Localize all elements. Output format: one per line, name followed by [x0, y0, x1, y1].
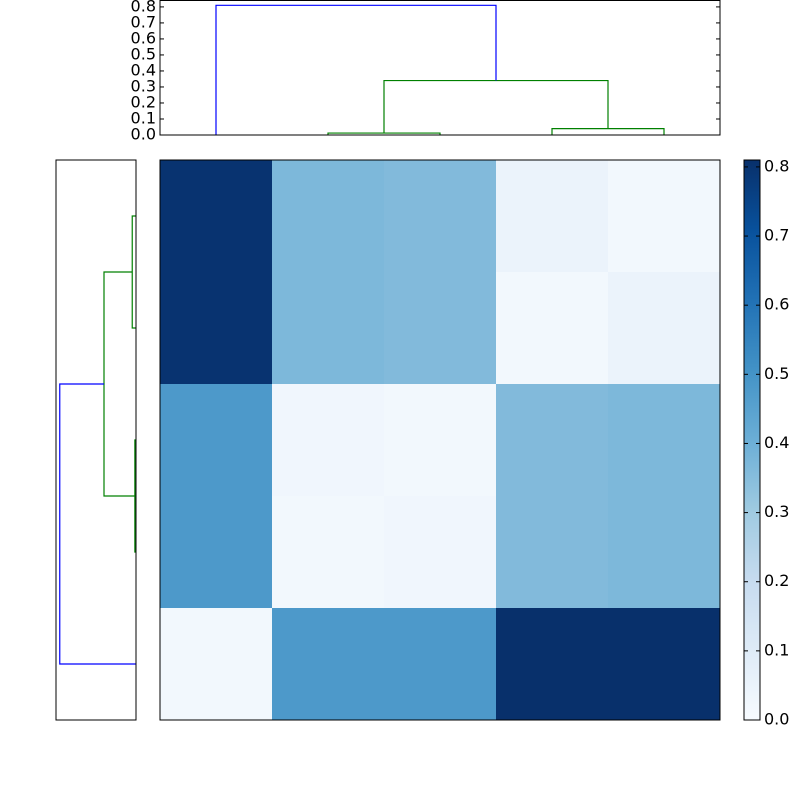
dendrogram-link	[551, 127, 665, 135]
heatmap-cell	[160, 384, 273, 497]
dendrogram-link	[383, 79, 609, 134]
heatmap-cell	[384, 272, 497, 385]
y-tick-label: 0.8	[131, 0, 156, 15]
dendrogram-link	[215, 4, 497, 135]
y-tick-label: 0.1	[131, 108, 156, 127]
y-tick-label: 0.4	[131, 60, 156, 79]
dendrogram-link	[131, 215, 136, 329]
y-tick-label: 0.3	[131, 76, 156, 95]
heatmap-cell	[160, 496, 273, 609]
axes-frame	[159, 0, 721, 136]
axes-frame	[159, 159, 721, 721]
colorbar-tick-label: 0.0	[764, 710, 789, 729]
heatmap-cell	[496, 272, 609, 385]
colorbar-tick-label: 0.6	[764, 295, 789, 314]
heatmap-cell	[272, 160, 385, 273]
heatmap-cell	[496, 384, 609, 497]
y-tick-label: 0.7	[131, 12, 156, 31]
axes-frame	[55, 159, 137, 721]
heatmap-cell	[608, 608, 721, 721]
heatmap-cell	[608, 272, 721, 385]
y-tick-label: 0.2	[131, 92, 156, 111]
heatmap-cell	[496, 496, 609, 609]
heatmap-cell	[384, 496, 497, 609]
y-tick-label: 0.5	[131, 44, 156, 63]
dendrogram-link	[59, 383, 136, 665]
dendrogram-link	[103, 271, 135, 497]
heatmap-cell	[160, 608, 273, 721]
colorbar-tick-label: 0.5	[764, 364, 789, 383]
heatmap-cell	[608, 160, 721, 273]
heatmap-cell	[608, 496, 721, 609]
heatmap-cell	[496, 608, 609, 721]
y-tick-label: 0.0	[131, 125, 156, 144]
colorbar-tick-label: 0.4	[764, 433, 789, 452]
heatmap-cell	[496, 160, 609, 273]
colorbar-tick-label: 0.8	[764, 156, 789, 175]
heatmap-cell	[160, 272, 273, 385]
heatmap-cell	[272, 272, 385, 385]
heatmap-cell	[272, 496, 385, 609]
colorbar-tick-label: 0.2	[764, 571, 789, 590]
colorbar-tick-label: 0.3	[764, 502, 789, 521]
heatmap-cell	[384, 160, 497, 273]
y-tick-label: 0.6	[131, 28, 156, 47]
heatmap-cell	[384, 608, 497, 721]
heatmap-cell	[160, 160, 273, 273]
heatmap-cell	[272, 384, 385, 497]
heatmap-cell	[608, 384, 721, 497]
heatmap-cell	[384, 384, 497, 497]
colorbar-tick-label: 0.7	[764, 226, 789, 245]
colorbar-tick-label: 0.1	[764, 640, 789, 659]
colorbar	[743, 159, 761, 721]
heatmap-cell	[272, 608, 385, 721]
